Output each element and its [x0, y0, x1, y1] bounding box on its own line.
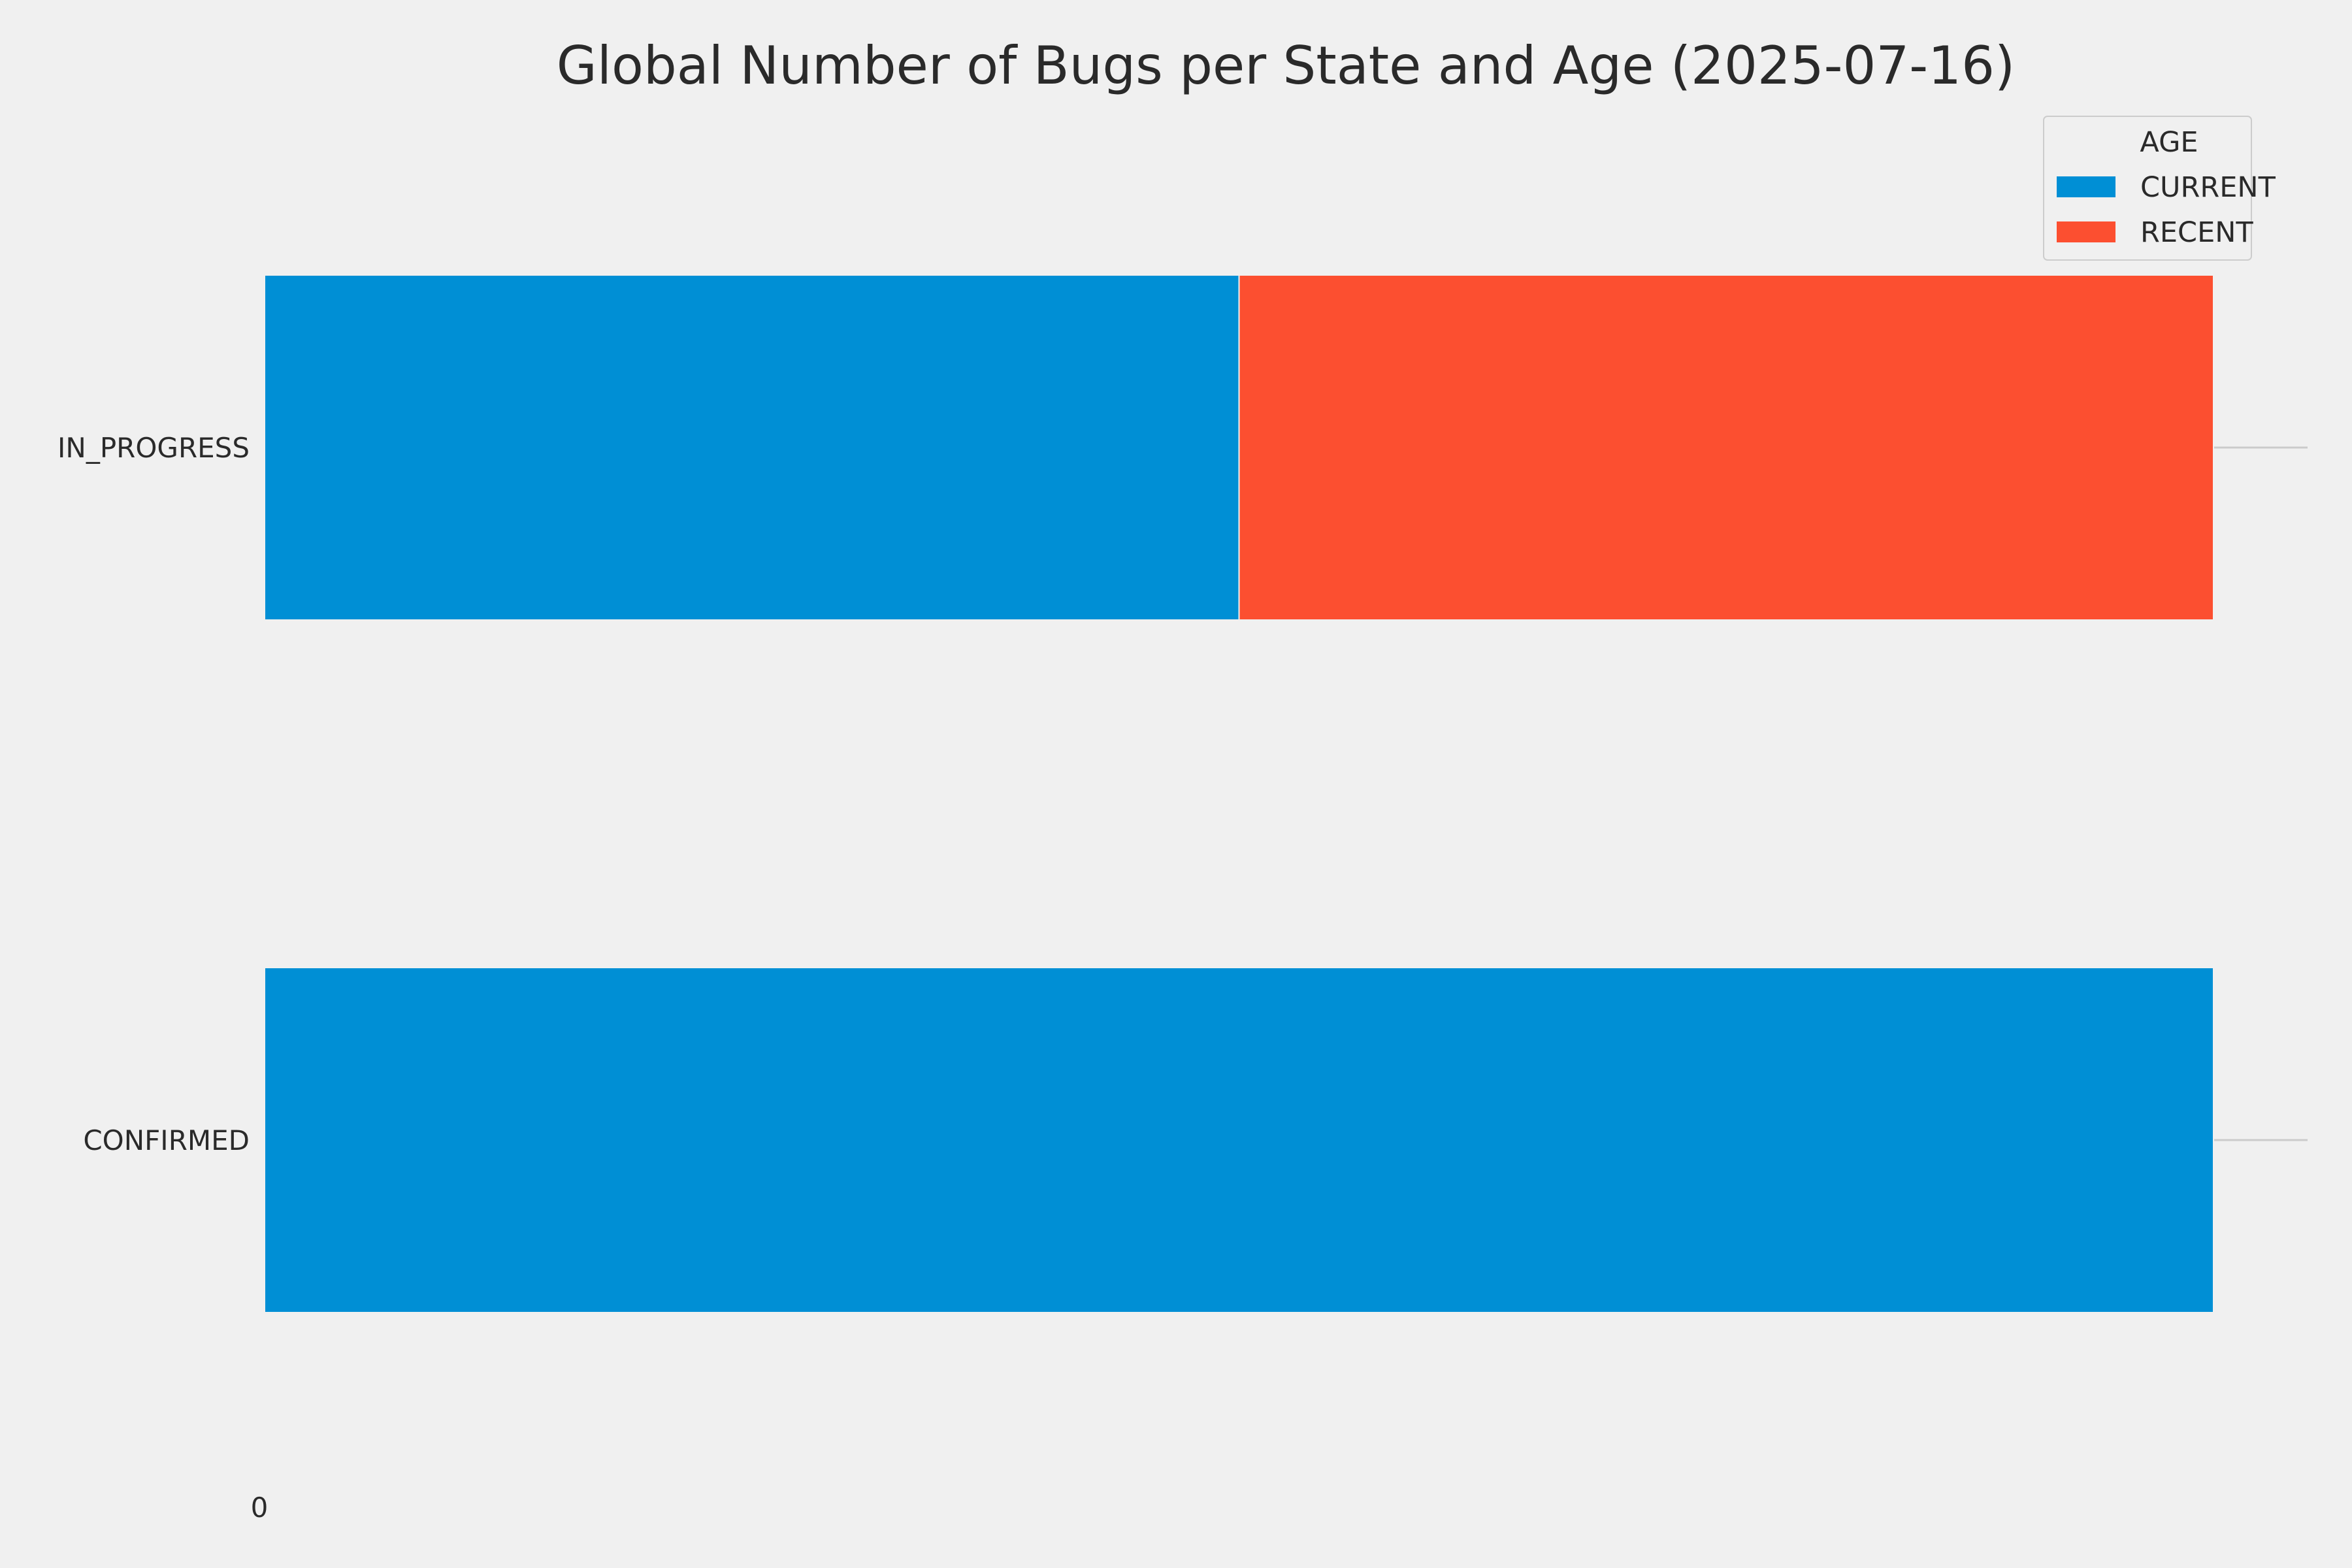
bars [264, 274, 2214, 1313]
legend-items: CURRENT RECENT [2057, 171, 2276, 249]
legend-swatch-recent [2057, 221, 2115, 242]
bar-in-progress-recent [1238, 274, 2214, 621]
legend-swatch-current [2057, 176, 2115, 197]
legend-title: AGE [2140, 126, 2198, 159]
legend-label-recent: RECENT [2140, 216, 2253, 249]
axis-ticks: IN_PROGRESS CONFIRMED 0 [57, 432, 268, 1524]
legend-label-current: CURRENT [2140, 171, 2276, 204]
chart-title: Global Number of Bugs per State and Age … [557, 35, 2015, 96]
y-tick-label: CONFIRMED [83, 1124, 250, 1156]
x-tick-label: 0 [251, 1492, 269, 1524]
bar-in-progress-current [264, 274, 1240, 621]
legend: AGE CURRENT RECENT [2043, 116, 2276, 261]
y-tick-label: IN_PROGRESS [57, 432, 250, 464]
bar-confirmed-current [264, 967, 2214, 1313]
